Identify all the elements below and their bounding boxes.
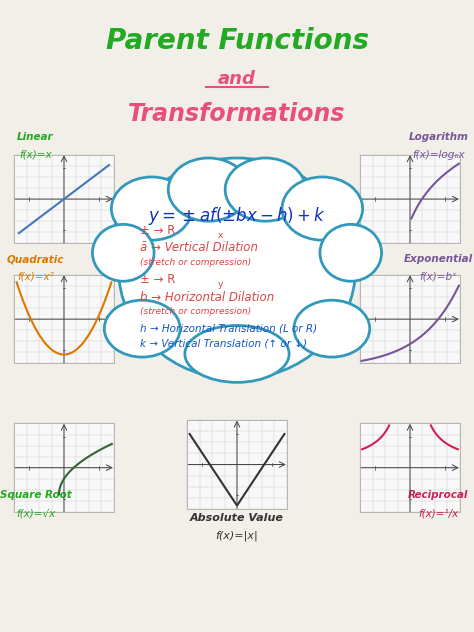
Ellipse shape <box>294 300 370 357</box>
Text: f(x)=bˣ: f(x)=bˣ <box>419 272 457 282</box>
Text: f(x)=x²: f(x)=x² <box>17 272 54 282</box>
Ellipse shape <box>118 158 356 379</box>
FancyBboxPatch shape <box>360 155 460 243</box>
Text: Square Root: Square Root <box>0 490 72 501</box>
Ellipse shape <box>282 177 363 240</box>
Text: h → Horizontal Translation (L or R): h → Horizontal Translation (L or R) <box>140 324 317 334</box>
FancyBboxPatch shape <box>14 423 114 512</box>
Text: (stretch or compression): (stretch or compression) <box>140 307 251 316</box>
Text: f(x)=log₆x: f(x)=log₆x <box>412 150 465 160</box>
FancyBboxPatch shape <box>360 423 460 512</box>
Ellipse shape <box>168 158 249 221</box>
FancyBboxPatch shape <box>14 275 114 363</box>
Text: Linear: Linear <box>17 132 54 142</box>
FancyBboxPatch shape <box>360 275 460 363</box>
Text: f(x)=¹/x: f(x)=¹/x <box>419 508 458 518</box>
Text: (stretch or compression): (stretch or compression) <box>140 258 251 267</box>
Text: y: y <box>218 280 223 289</box>
Text: x: x <box>218 231 223 240</box>
Ellipse shape <box>92 224 154 281</box>
Text: Reciprocal: Reciprocal <box>408 490 469 501</box>
Text: f(x)=√x: f(x)=√x <box>16 508 55 518</box>
Text: $y=\pm af(\pm bx-h)+k$: $y=\pm af(\pm bx-h)+k$ <box>148 205 326 227</box>
Text: k → Vertical Translation (↑ or ↓): k → Vertical Translation (↑ or ↓) <box>140 339 307 349</box>
Text: b → Horizontal Dilation: b → Horizontal Dilation <box>140 291 274 303</box>
Text: f(x)=x: f(x)=x <box>19 150 52 160</box>
Text: Logarithm: Logarithm <box>409 132 468 142</box>
FancyBboxPatch shape <box>14 155 114 243</box>
Text: f(x)=|x|: f(x)=|x| <box>216 531 258 541</box>
Ellipse shape <box>320 224 382 281</box>
Ellipse shape <box>111 177 192 240</box>
Text: ± → R: ± → R <box>140 273 175 286</box>
Text: Quadratic: Quadratic <box>7 254 64 264</box>
FancyBboxPatch shape <box>187 420 287 509</box>
Text: Transformations: Transformations <box>128 102 346 126</box>
Text: ± → R: ± → R <box>140 224 175 236</box>
Text: Exponential: Exponential <box>404 254 473 264</box>
Text: ā → Vertical Dilation: ā → Vertical Dilation <box>140 241 258 254</box>
Text: Absolute Value: Absolute Value <box>190 513 284 523</box>
Text: and: and <box>218 70 256 88</box>
Ellipse shape <box>185 325 289 382</box>
Ellipse shape <box>104 300 180 357</box>
Ellipse shape <box>225 158 306 221</box>
Text: Parent Functions: Parent Functions <box>106 27 368 55</box>
